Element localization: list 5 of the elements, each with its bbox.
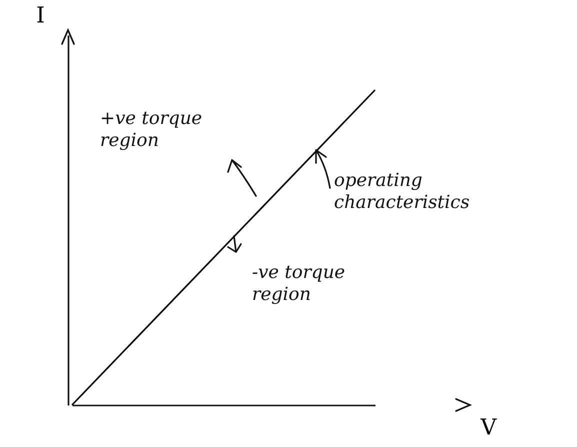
annotation: +ve torque region bbox=[100, 108, 204, 152]
annotation: operating characteristics bbox=[334, 170, 471, 214]
x-axis-title: V bbox=[480, 416, 498, 440]
y-axis-title: I bbox=[36, 4, 45, 28]
annotation: -ve torque region bbox=[252, 262, 346, 306]
